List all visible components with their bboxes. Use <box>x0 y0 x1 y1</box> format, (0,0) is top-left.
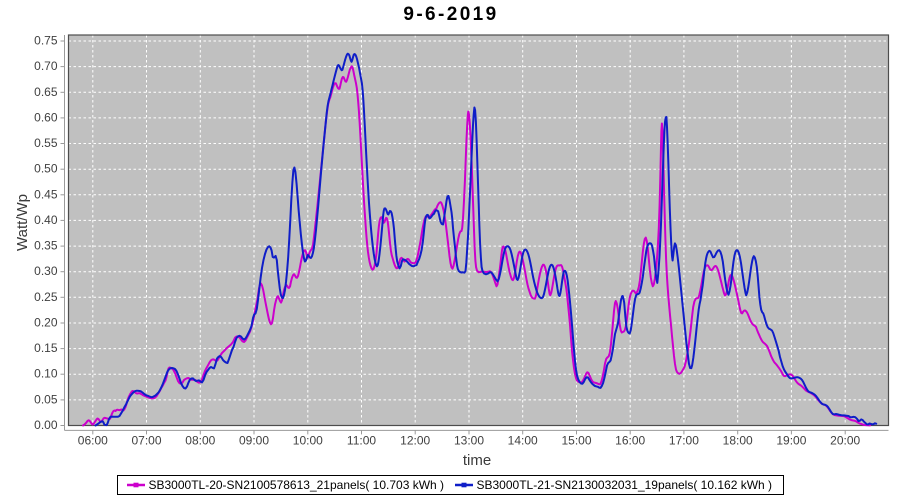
svg-text:0.25: 0.25 <box>34 290 58 304</box>
svg-text:0.35: 0.35 <box>34 239 58 253</box>
svg-text:16:00: 16:00 <box>615 434 645 448</box>
svg-text:10:00: 10:00 <box>293 434 323 448</box>
svg-text:0.45: 0.45 <box>34 187 58 201</box>
svg-text:0.70: 0.70 <box>34 59 58 73</box>
svg-text:0.15: 0.15 <box>34 341 58 355</box>
svg-text:9-6-2019: 9-6-2019 <box>403 4 498 25</box>
svg-text:11:00: 11:00 <box>347 434 376 448</box>
svg-text:0.50: 0.50 <box>34 162 58 176</box>
svg-text:08:00: 08:00 <box>185 434 215 448</box>
svg-text:09:00: 09:00 <box>239 434 269 448</box>
svg-text:0.55: 0.55 <box>34 136 58 150</box>
svg-text:0.75: 0.75 <box>34 34 58 48</box>
svg-text:0.30: 0.30 <box>34 264 58 278</box>
svg-text:12:00: 12:00 <box>400 434 430 448</box>
svg-text:0.20: 0.20 <box>34 316 58 330</box>
svg-text:18:00: 18:00 <box>723 434 753 448</box>
svg-text:0.60: 0.60 <box>34 110 58 124</box>
svg-text:07:00: 07:00 <box>131 434 161 448</box>
svg-text:time: time <box>463 452 491 469</box>
svg-text:17:00: 17:00 <box>669 434 699 448</box>
svg-text:06:00: 06:00 <box>78 434 108 448</box>
svg-text:Watt/Wp: Watt/Wp <box>14 194 31 251</box>
svg-text:14:00: 14:00 <box>508 434 538 448</box>
svg-text:0.10: 0.10 <box>34 367 58 381</box>
svg-text:SB3000TL-21-SN2130032031_19pan: SB3000TL-21-SN2130032031_19panels( 10.16… <box>477 478 773 492</box>
svg-text:15:00: 15:00 <box>561 434 591 448</box>
svg-text:13:00: 13:00 <box>454 434 484 448</box>
svg-text:SB3000TL-20-SN2100578613_21pan: SB3000TL-20-SN2100578613_21panels( 10.70… <box>149 478 445 492</box>
svg-text:0.40: 0.40 <box>34 213 58 227</box>
svg-text:0.00: 0.00 <box>34 418 58 432</box>
svg-text:0.05: 0.05 <box>34 392 58 406</box>
svg-text:19:00: 19:00 <box>776 434 806 448</box>
svg-text:20:00: 20:00 <box>830 434 860 448</box>
svg-text:0.65: 0.65 <box>34 85 58 99</box>
